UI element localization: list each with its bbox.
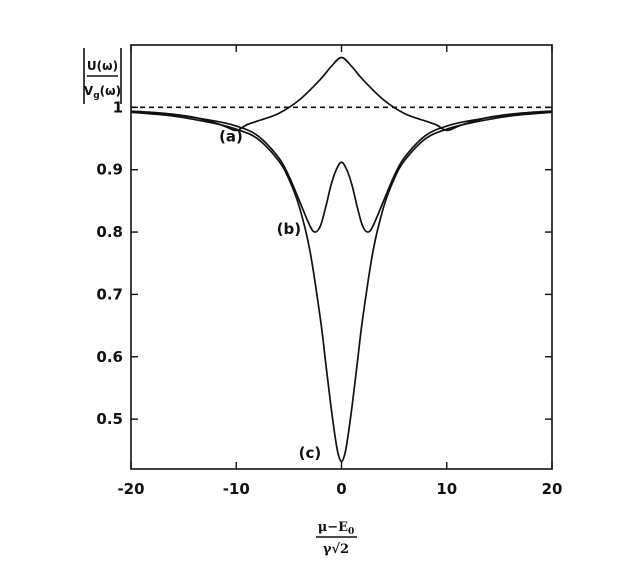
- xlabel-denominator: γ√2: [323, 542, 349, 557]
- y-tick-label: 0.7: [96, 285, 123, 303]
- ylabel-denominator: Vg(ω): [84, 84, 121, 101]
- x-tick-label: -10: [223, 480, 250, 498]
- plot-area-border: [130, 44, 553, 470]
- curve-label-b: (b): [277, 220, 301, 238]
- axis-tick-labels: -20 -10 0 10 20 0.5 0.6 0.7 0.8 0.9 1: [96, 98, 562, 498]
- x-tick-label: -20: [117, 480, 144, 498]
- series-b-line: [130, 110, 553, 233]
- y-tick-label: 1: [113, 98, 123, 116]
- y-tick-label: 0.5: [96, 410, 123, 428]
- xlabel-numerator: μ−E0: [318, 520, 355, 537]
- curve-labels: (a) (b) (c): [219, 128, 321, 462]
- plot-frame: [130, 44, 553, 470]
- y-tick-label: 0.8: [96, 223, 123, 241]
- x-axis-label: μ−E0 γ√2: [316, 520, 357, 557]
- x-tick-label: 0: [336, 480, 346, 498]
- series-c-line: [130, 111, 553, 463]
- axis-ticks: [130, 45, 553, 469]
- curve-label-a: (a): [219, 128, 243, 146]
- curve-label-c: (c): [299, 444, 322, 462]
- y-tick-label: 0.6: [96, 348, 123, 366]
- series-group: [130, 56, 553, 463]
- ylabel-numerator: U(ω): [87, 59, 118, 73]
- x-tick-label: 20: [542, 480, 563, 498]
- y-tick-label: 0.9: [96, 161, 123, 179]
- y-axis-label: U(ω) Vg(ω): [83, 48, 122, 104]
- x-tick-label: 10: [436, 480, 457, 498]
